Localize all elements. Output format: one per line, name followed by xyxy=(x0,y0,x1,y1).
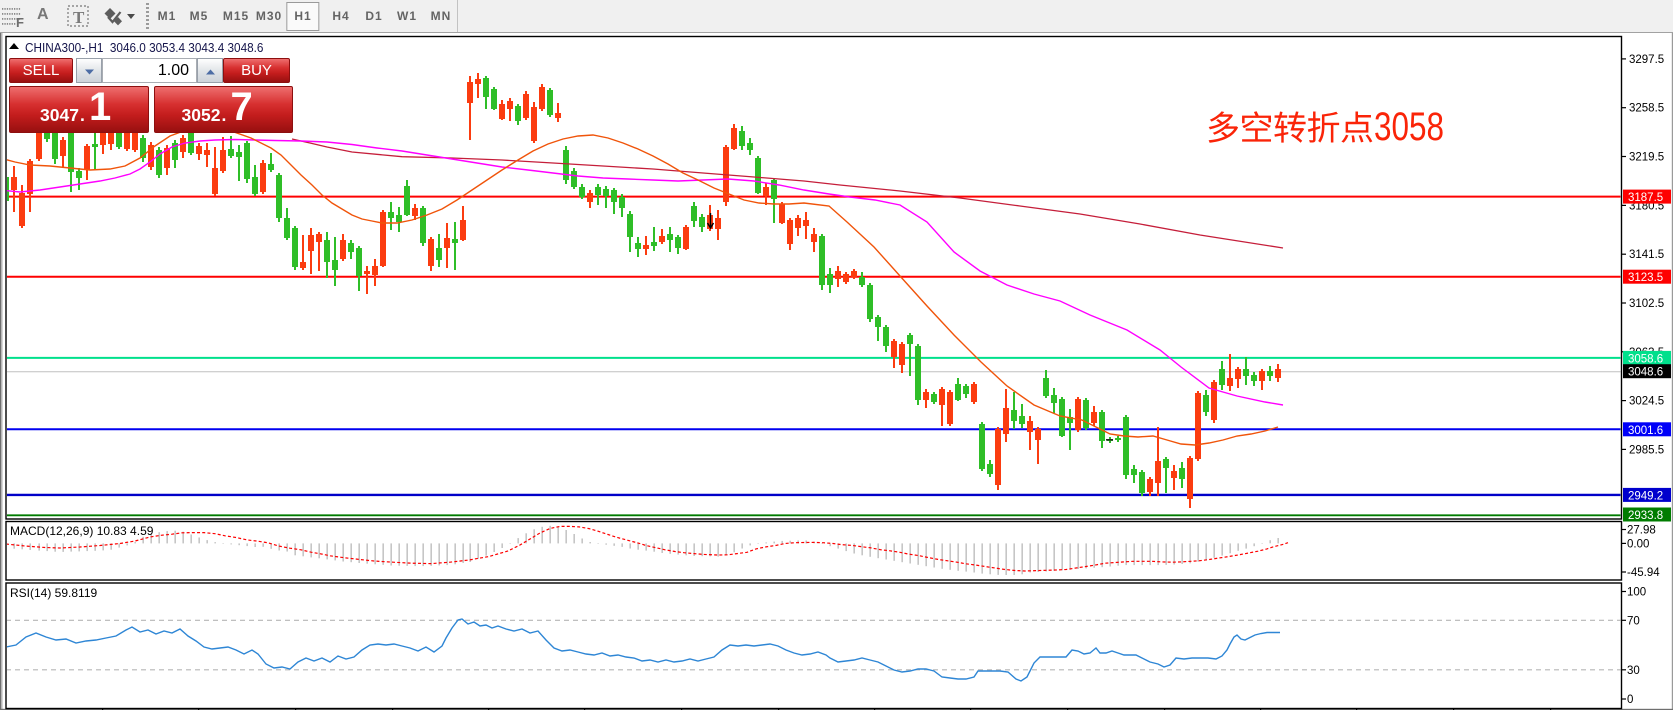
svg-text:3258.5: 3258.5 xyxy=(1629,103,1664,115)
svg-text:2985.5: 2985.5 xyxy=(1629,444,1664,456)
svg-text:3141.5: 3141.5 xyxy=(1629,249,1664,261)
svg-text:3219.5: 3219.5 xyxy=(1629,152,1664,164)
svg-text:2949.2: 2949.2 xyxy=(1628,490,1663,502)
svg-text:T: T xyxy=(73,8,85,27)
svg-text:RSI(14) 59.8119: RSI(14) 59.8119 xyxy=(10,586,97,600)
svg-text:3058: 3058 xyxy=(1374,105,1444,149)
svg-text:3058.6: 3058.6 xyxy=(1628,353,1663,365)
svg-text:3001.6: 3001.6 xyxy=(1628,425,1663,437)
svg-text:70: 70 xyxy=(1627,615,1640,627)
svg-text:2933.8: 2933.8 xyxy=(1628,510,1663,522)
svg-text:0: 0 xyxy=(1627,694,1633,706)
svg-text:30: 30 xyxy=(1627,665,1640,677)
svg-text:0.00: 0.00 xyxy=(1627,538,1649,550)
svg-text:3123.5: 3123.5 xyxy=(1628,272,1663,284)
svg-text:3024.5: 3024.5 xyxy=(1629,396,1664,408)
svg-text:3048.6: 3048.6 xyxy=(1628,367,1663,379)
svg-text:3297.5: 3297.5 xyxy=(1629,54,1664,66)
svg-text:100: 100 xyxy=(1627,587,1646,599)
svg-text:3187.5: 3187.5 xyxy=(1628,192,1663,204)
svg-text:-45.94: -45.94 xyxy=(1627,567,1660,579)
svg-text:MACD(12,26,9) 10.83 4.59: MACD(12,26,9) 10.83 4.59 xyxy=(10,524,154,538)
svg-text:F: F xyxy=(16,15,24,30)
svg-text:3102.5: 3102.5 xyxy=(1629,298,1664,310)
svg-text:27.98: 27.98 xyxy=(1627,525,1656,537)
